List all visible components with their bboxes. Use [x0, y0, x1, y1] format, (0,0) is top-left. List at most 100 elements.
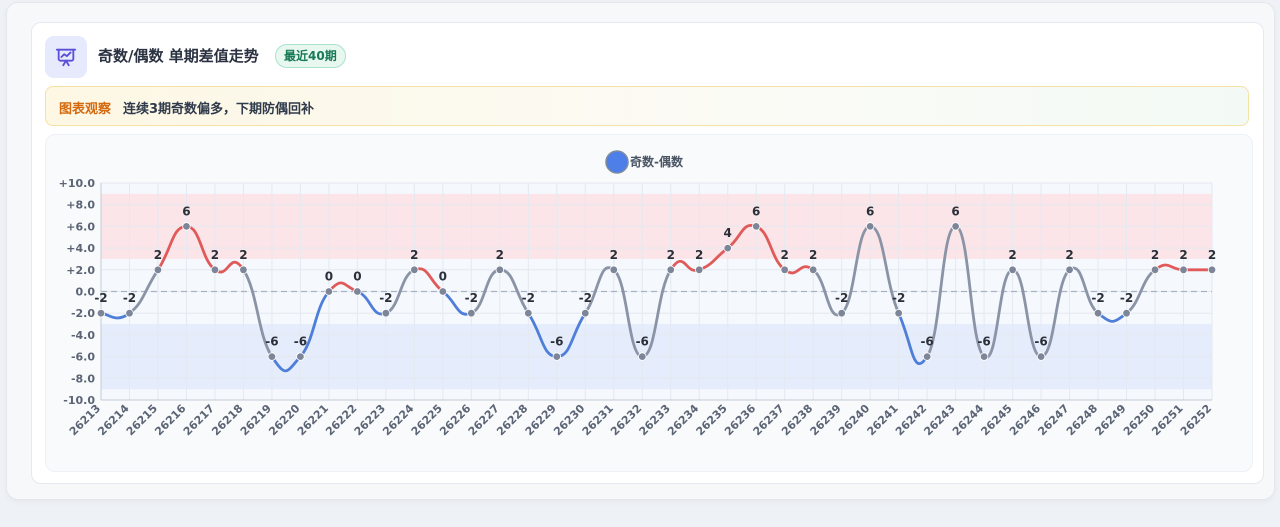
series-line-segment — [897, 311, 929, 365]
data-label: -2 — [1120, 291, 1133, 305]
data-point — [979, 352, 989, 361]
x-tick-label: 26219 — [238, 402, 274, 438]
data-point — [1093, 308, 1103, 318]
x-tick-label: 26238 — [779, 402, 815, 438]
x-tick-label: 26245 — [978, 402, 1014, 438]
card-icon-box — [45, 36, 87, 78]
data-label: -2 — [379, 291, 392, 305]
data-point — [267, 352, 277, 361]
x-tick-label: 26242 — [893, 402, 929, 438]
data-label: -2 — [94, 291, 107, 305]
chart-card: 奇数/偶数 单期差值走势 最近40期 图表观察 连续3期奇数偏多，下期防偶回补 … — [31, 22, 1264, 484]
data-label: -6 — [294, 335, 307, 349]
y-tick-label: -4.0 — [71, 329, 95, 342]
data-point — [1150, 265, 1160, 274]
x-tick-label: 26237 — [751, 402, 787, 438]
data-point — [467, 308, 476, 318]
data-point — [922, 352, 932, 361]
data-point — [780, 265, 789, 274]
data-label: -6 — [1034, 335, 1047, 349]
x-tick-label: 26223 — [352, 402, 388, 438]
x-tick-label: 26235 — [694, 402, 730, 438]
data-label: 0 — [353, 270, 361, 284]
data-point — [324, 287, 334, 296]
data-point — [865, 222, 875, 231]
legend-swatch — [605, 150, 629, 174]
data-label: -2 — [892, 291, 905, 305]
data-point — [552, 352, 561, 361]
series-line-segment — [982, 268, 1014, 359]
series-line-segment — [640, 268, 673, 358]
series-line-segment — [1039, 268, 1071, 358]
data-label: -2 — [465, 291, 478, 305]
data-label: 6 — [951, 204, 959, 218]
series-line-segment — [954, 225, 986, 358]
data-label: 6 — [866, 204, 874, 218]
data-point — [695, 265, 704, 274]
data-label: -6 — [265, 335, 278, 349]
observation-banner: 图表观察 连续3期奇数偏多，下期防偶回补 — [45, 86, 1249, 126]
data-point — [182, 222, 191, 231]
x-tick-label: 26229 — [523, 402, 559, 438]
page-container: 奇数/偶数 单期差值走势 最近40期 图表观察 连续3期奇数偏多，下期防偶回补 … — [6, 2, 1275, 500]
x-tick-label: 26232 — [608, 402, 644, 438]
y-tick-label: +8.0 — [66, 199, 95, 212]
data-point — [239, 265, 248, 274]
data-label: 0 — [325, 270, 333, 284]
series-line-segment — [242, 268, 274, 358]
x-tick-label: 26243 — [921, 402, 957, 438]
x-tick-label: 26213 — [67, 402, 103, 438]
data-label: 2 — [1151, 248, 1159, 262]
data-point — [894, 308, 903, 318]
data-point — [581, 308, 590, 318]
data-point — [666, 265, 675, 274]
series-line-segment — [840, 225, 872, 315]
data-label: 2 — [1179, 248, 1187, 262]
data-point — [1036, 352, 1046, 361]
data-point — [438, 287, 448, 296]
data-label: 2 — [667, 248, 675, 262]
data-label: 2 — [211, 248, 219, 262]
x-tick-label: 26222 — [323, 402, 359, 438]
data-label: 4 — [724, 226, 732, 240]
y-tick-label: +4.0 — [66, 242, 95, 255]
x-tick-label: 26218 — [209, 402, 245, 438]
y-tick-label: -6.0 — [71, 351, 95, 364]
series-line-segment — [299, 290, 331, 358]
x-tick-label: 26248 — [1064, 402, 1100, 438]
data-label: 6 — [752, 204, 760, 218]
data-point — [96, 308, 106, 318]
data-label: 2 — [781, 248, 789, 262]
chart-area: +10.0 +8.0 +6.0 +4.0 +2.0 0.0 -2.0 -4.0 -6.0 -8.0… — [45, 134, 1253, 472]
data-point — [1008, 265, 1017, 274]
legend-label: 奇数-偶数 — [630, 154, 684, 169]
x-tick-label: 26241 — [865, 402, 901, 438]
data-label: 2 — [1208, 248, 1216, 262]
x-tick-label: 26239 — [808, 402, 844, 438]
data-label: 2 — [239, 248, 247, 262]
y-tick-label: +10.0 — [59, 177, 96, 190]
data-point — [1065, 265, 1074, 274]
data-point — [125, 308, 134, 318]
data-point — [410, 265, 419, 274]
y-tick-label: +6.0 — [66, 220, 95, 233]
y-tick-label: -2.0 — [71, 307, 95, 320]
data-label: -2 — [579, 291, 592, 305]
series-line-segment — [1011, 268, 1043, 358]
data-label: -6 — [977, 335, 990, 349]
x-tick-label: 26249 — [1092, 402, 1128, 438]
x-tick-label: 26215 — [124, 402, 160, 438]
data-point — [752, 222, 761, 231]
card-title: 奇数/偶数 单期差值走势 — [98, 47, 259, 65]
data-label: 2 — [1008, 248, 1016, 262]
series-line-segment — [925, 225, 958, 358]
data-label: -6 — [550, 335, 563, 349]
data-label: 2 — [610, 248, 618, 262]
x-tick-label: 26233 — [637, 402, 673, 438]
data-point — [808, 265, 818, 274]
data-point — [609, 265, 618, 274]
data-label: 6 — [182, 204, 190, 218]
series-line-segment — [612, 268, 644, 358]
data-label: -2 — [522, 291, 535, 305]
x-tick-label: 26231 — [580, 402, 616, 438]
